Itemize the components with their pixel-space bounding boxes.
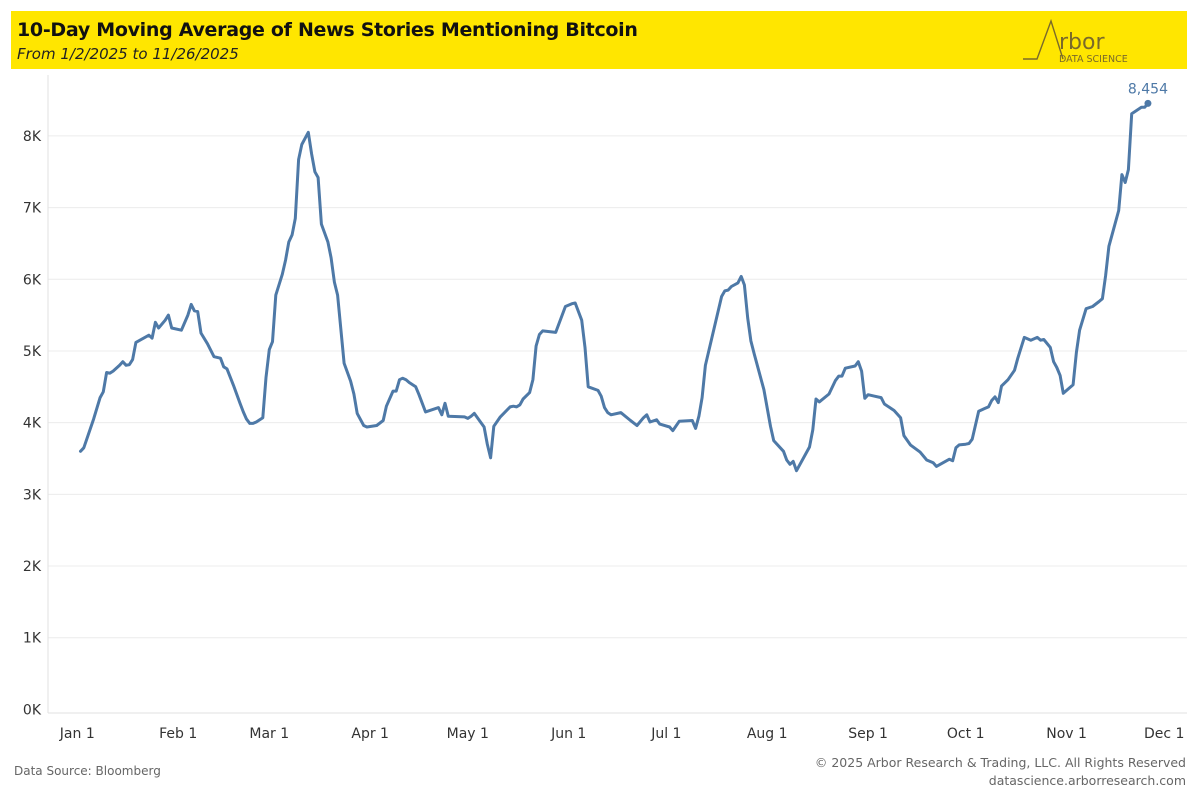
x-tick-label: Dec 1 (1144, 726, 1184, 742)
x-tick-label: Oct 1 (947, 726, 985, 742)
y-tick-label: 8K (23, 129, 42, 145)
x-tick-label: Feb 1 (159, 726, 197, 742)
axes: 0K 1K 2K 3K 4K 5K 6K 7K 8K Jan 1 Feb 1 Mar 1 Apr 1 Ma… (23, 75, 1187, 742)
website-url: datascience.arborresearch.com (988, 773, 1186, 788)
y-tick-label: 7K (23, 201, 42, 217)
series-layer: 8,454 (79, 81, 1168, 473)
x-tick-label: Sep 1 (848, 726, 888, 742)
x-tick-label: Jan 1 (59, 726, 95, 742)
y-tick-label: 5K (23, 344, 42, 360)
y-tick-label: 0K (23, 702, 42, 718)
chart-subtitle: From 1/2/2025 to 11/26/2025 (17, 45, 239, 63)
copyright-text: © 2025 Arbor Research & Trading, LLC. Al… (814, 755, 1186, 770)
footer-credits: © 2025 Arbor Research & Trading, LLC. Al… (815, 754, 1186, 790)
gridlines (48, 135, 1187, 639)
y-tick-label: 4K (23, 416, 42, 432)
x-tick-label: Jul 1 (650, 726, 681, 742)
logo-a-mark (1023, 18, 1064, 60)
x-tick-label: Apr 1 (351, 726, 389, 742)
y-tick-label: 6K (23, 272, 42, 288)
y-tick-label: 3K (23, 487, 42, 503)
y-tick-label: 1K (23, 631, 42, 647)
end-point-marker (1144, 99, 1152, 107)
x-tick-label: May 1 (447, 726, 489, 742)
logo-tagline: DATA SCIENCE (1059, 54, 1128, 65)
x-tick-label: Aug 1 (747, 726, 788, 742)
title-banner: 10-Day Moving Average of News Stories Me… (11, 11, 1187, 69)
end-value-label: 8,454 (1128, 81, 1168, 97)
x-tick-label: Mar 1 (249, 726, 289, 742)
arbor-logo: rbor DATA SCIENCE (1023, 18, 1128, 65)
y-tick-label: 2K (23, 559, 42, 575)
chart-title: 10-Day Moving Average of News Stories Me… (17, 19, 638, 41)
x-tick-label: Jun 1 (550, 726, 586, 742)
data-source: Data Source: Bloomberg (14, 764, 161, 778)
logo-wordmark: rbor (1059, 30, 1105, 55)
series-line-0 (79, 101, 1150, 473)
x-tick-label: Nov 1 (1046, 726, 1087, 742)
